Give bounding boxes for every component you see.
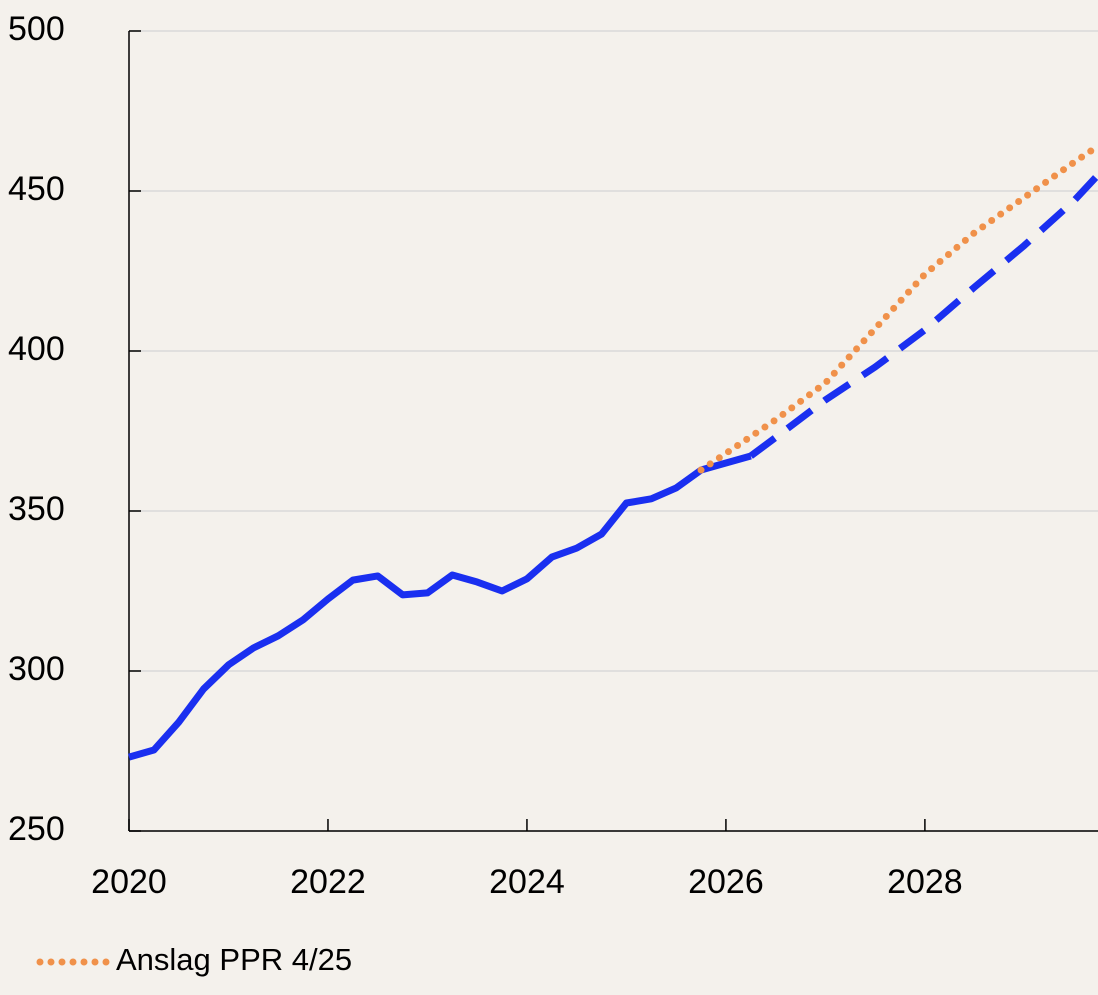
x-tick-label: 2020 — [91, 863, 167, 901]
y-tick-label: 250 — [8, 810, 65, 848]
y-tick-label: 450 — [8, 170, 65, 208]
x-tick-label: 2022 — [290, 863, 366, 901]
y-tick-label: 400 — [8, 330, 65, 368]
y-tick-label: 300 — [8, 650, 65, 688]
y-tick-label: 350 — [8, 490, 65, 528]
line-series — [128, 452, 752, 761]
legend-label: Anslag PPR 4/25 — [116, 942, 352, 977]
x-tick-label: 2026 — [688, 863, 764, 901]
x-tick-label: 2024 — [489, 863, 565, 901]
line-series — [697, 142, 1098, 474]
x-tick-label: 2028 — [887, 863, 963, 901]
y-tick-label: 500 — [8, 10, 65, 48]
line-series — [748, 172, 1098, 459]
